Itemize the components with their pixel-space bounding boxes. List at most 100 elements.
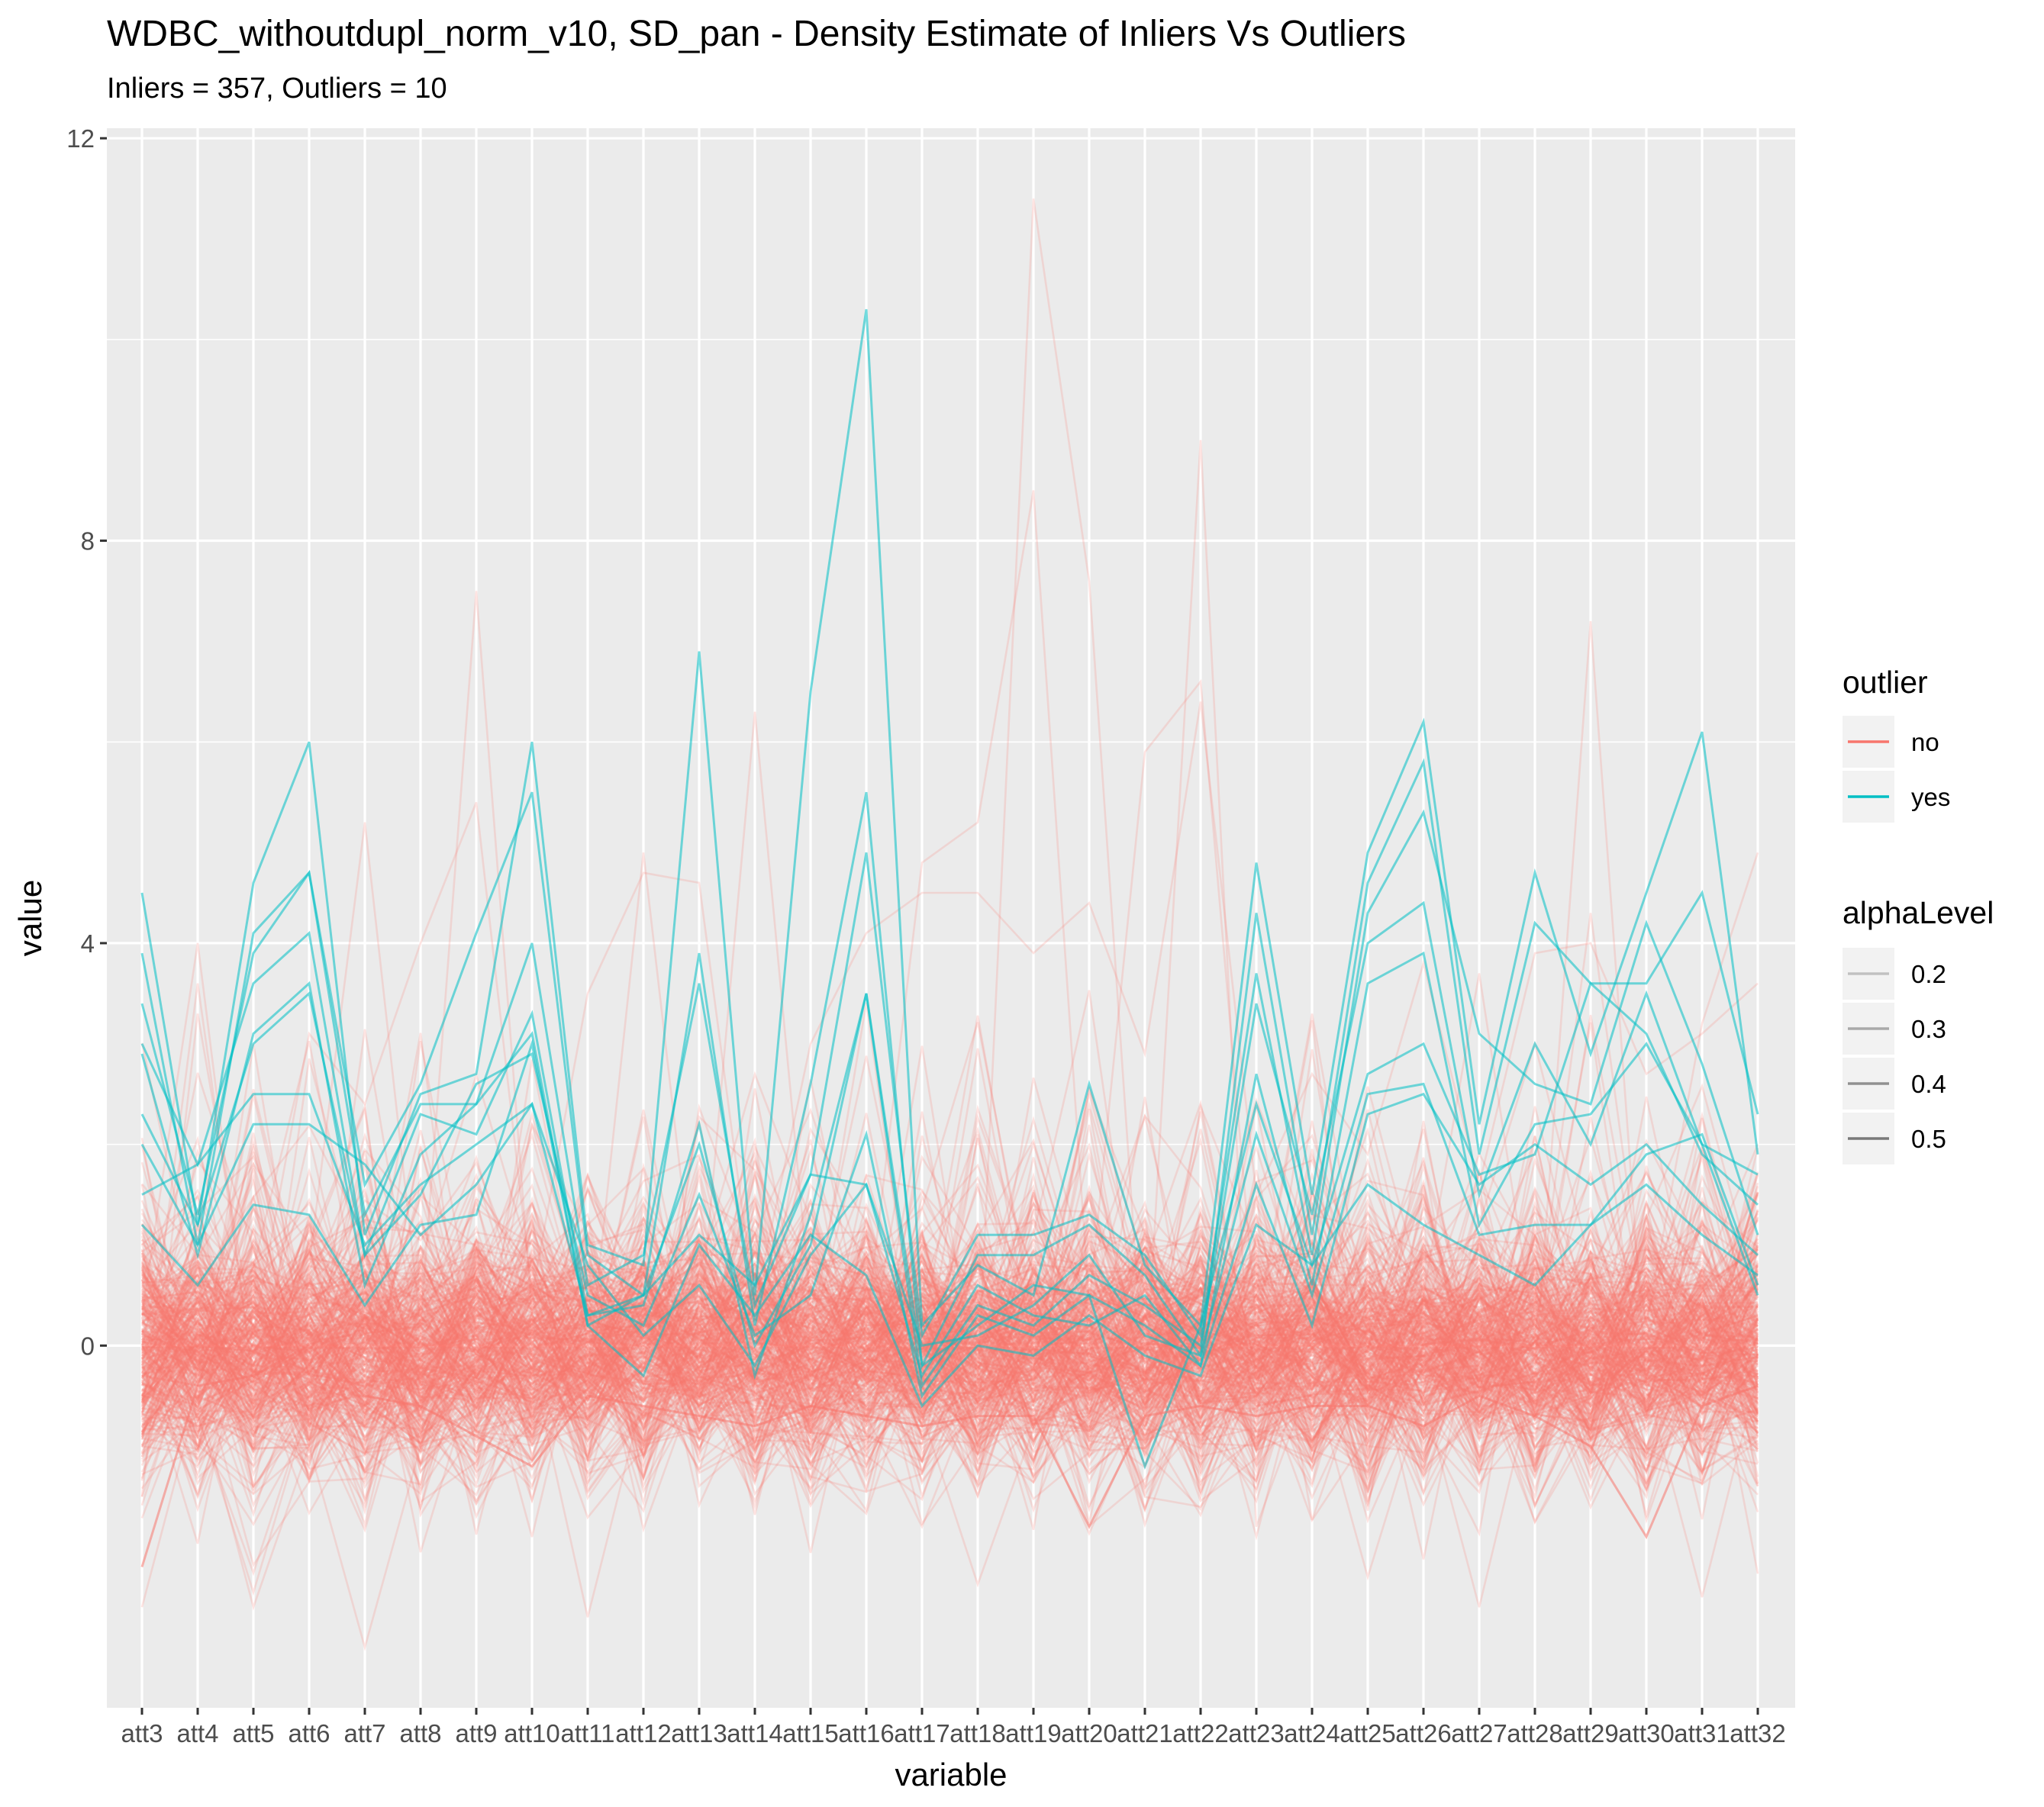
inlier-line [140, 1203, 1759, 1453]
inlier-line [141, 1015, 1759, 1574]
inlier-line [141, 1147, 1759, 1475]
inlier-line [141, 1160, 1759, 1417]
inlier-line [140, 1171, 1759, 1470]
outlier-lines [140, 309, 1759, 1567]
inlier-line [140, 1258, 1759, 1486]
inlier-line [140, 1258, 1759, 1486]
inlier-line [140, 1203, 1759, 1487]
inlier-line [140, 1240, 1759, 1477]
inlier-line [140, 1022, 1759, 1496]
inlier-line [140, 1171, 1759, 1467]
inlier-line [141, 1231, 1759, 1491]
inlier-line [140, 1252, 1759, 1475]
inlier-line [140, 1218, 1759, 1500]
inlier-line [141, 1247, 1759, 1526]
inlier-line [140, 1303, 1759, 1508]
y-tick-label: 8 [81, 527, 95, 556]
legend: outlier no yes alphaLevel 0.2 0.3 0.4 0.5 [1843, 665, 1994, 1164]
inlier-line [141, 1215, 1759, 1512]
inlier-line [141, 1219, 1759, 1445]
inlier-line [140, 1200, 1759, 1469]
inlier-line [141, 1185, 1759, 1403]
inlier-line [140, 1172, 1759, 1458]
inlier-line [141, 1167, 1759, 1487]
inlier-line [140, 1171, 1759, 1513]
inlier-line [140, 1172, 1759, 1475]
y-tick-label: 12 [66, 124, 95, 153]
inlier-line [140, 1186, 1759, 1503]
inlier-line [141, 1154, 1759, 1509]
inlier-line [140, 1161, 1759, 1464]
inlier-line [141, 1200, 1759, 1448]
inlier-line [140, 1132, 1759, 1503]
inlier-line [140, 1154, 1759, 1469]
inlier-line [141, 1110, 1759, 1474]
inlier-line [141, 1071, 1759, 1468]
inlier-line [140, 1144, 1759, 1510]
outlier-line [140, 758, 1759, 1371]
inlier-line [140, 1344, 1759, 1567]
inlier-line [141, 1214, 1759, 1481]
inlier-line [141, 1238, 1759, 1453]
inlier-line [141, 1217, 1759, 1485]
inlier-line [141, 1152, 1759, 1490]
outlier-line [140, 1092, 1759, 1379]
inlier-line [141, 1144, 1759, 1485]
inlier-line [141, 1129, 1759, 1470]
inlier-line [141, 1200, 1759, 1476]
inlier-line [141, 1071, 1759, 1515]
inlier-line [141, 1055, 1759, 1474]
inlier-line [141, 1211, 1759, 1474]
inlier-line [140, 1227, 1759, 1465]
inlier-line [140, 1199, 1759, 1474]
x-tick-label: att28 [1507, 1719, 1562, 1747]
inlier-line [141, 1231, 1759, 1470]
inlier-line [141, 1242, 1759, 1480]
inlier-line [141, 1247, 1759, 1554]
inlier-line [140, 1139, 1759, 1493]
inlier-line [141, 1048, 1759, 1462]
inlier-line [140, 1185, 1759, 1511]
inlier-line [140, 1188, 1759, 1443]
inlier-line [141, 1045, 1759, 1535]
inlier-line [140, 1086, 1759, 1455]
inlier-line [141, 1129, 1759, 1438]
inlier-line [141, 1242, 1759, 1461]
inlier-line [140, 1042, 1759, 1515]
inlier-line [140, 1058, 1759, 1453]
inlier-line [140, 198, 1759, 1651]
inlier-line [141, 1213, 1759, 1469]
inlier-line [141, 1188, 1759, 1465]
x-tick-label: att15 [782, 1719, 838, 1747]
inlier-line [141, 1242, 1759, 1513]
inlier-line [140, 1242, 1759, 1523]
inlier-line [140, 1255, 1759, 1480]
inlier-line [140, 1040, 1759, 1486]
x-tick-label: att18 [949, 1719, 1005, 1747]
inlier-line [141, 1273, 1759, 1470]
inlier-line [141, 1216, 1759, 1480]
inlier-line [141, 1258, 1759, 1464]
inlier-line [141, 1029, 1759, 1528]
inlier-line [141, 1214, 1759, 1476]
inlier-line [141, 1195, 1759, 1484]
inlier-line [140, 1138, 1759, 1503]
x-tick-label: att9 [455, 1719, 497, 1747]
inlier-line [140, 1191, 1759, 1467]
x-tick-label: att19 [1005, 1719, 1061, 1747]
inlier-line [140, 1216, 1759, 1487]
inlier-line [140, 1193, 1759, 1520]
inlier-line [140, 1116, 1759, 1483]
legend-key [1843, 1003, 1894, 1055]
inlier-line [140, 1175, 1759, 1477]
inlier-line [140, 1213, 1759, 1475]
inlier-line [140, 1152, 1759, 1506]
inlier-line [141, 1083, 1759, 1457]
inlier-line [140, 1219, 1759, 1493]
inlier-line [140, 1079, 1759, 1512]
legend-label-alpha: 0.4 [1911, 1070, 1946, 1098]
y-tick-label: 0 [81, 1332, 95, 1360]
inlier-line [140, 1109, 1759, 1510]
inlier-line [140, 1200, 1759, 1456]
